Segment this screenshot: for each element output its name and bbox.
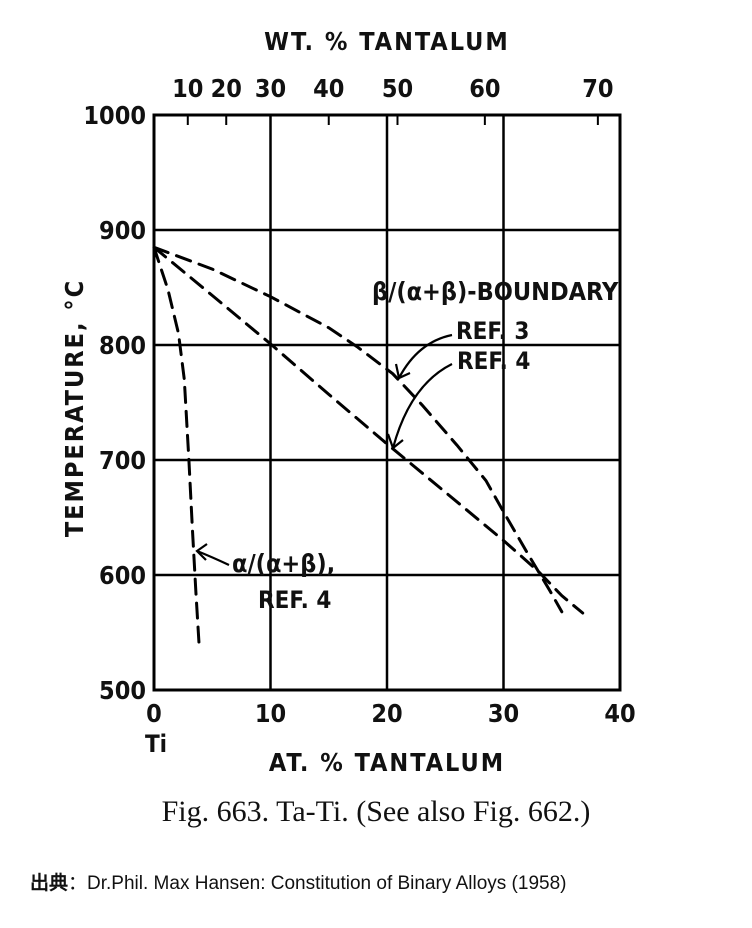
top-tick-label: 30 bbox=[255, 74, 286, 103]
top-tick-label: 60 bbox=[469, 74, 500, 103]
x-tick-label: 0 bbox=[146, 699, 162, 728]
x-zero-label: Ti bbox=[145, 730, 167, 758]
y-tick-label: 1000 bbox=[83, 101, 146, 130]
y-tick-label: 600 bbox=[99, 561, 146, 590]
series-line bbox=[152, 245, 564, 614]
y-axis-title: TEMPERATURE, °C bbox=[60, 279, 89, 537]
phase-diagram-chart: 10 20 30 40 50 60 70 WT. % TANTALUM 500 600 700 800… bbox=[60, 27, 636, 777]
annotation-boundary-label: β/(α+β)-BOUNDARY bbox=[372, 277, 619, 306]
plot-frame bbox=[152, 113, 622, 692]
x-tick-label: 40 bbox=[604, 699, 635, 728]
annotation-alpha-arrow bbox=[196, 549, 230, 566]
series-line bbox=[152, 245, 585, 615]
x-tick-label: 20 bbox=[371, 699, 402, 728]
annotation-alpha-ref-label: REF. 4 bbox=[258, 586, 331, 614]
source-separator: ： bbox=[68, 873, 88, 894]
annotation-ref4-arrow bbox=[391, 363, 453, 449]
series-line bbox=[152, 245, 201, 652]
annotation-ref3-label: REF. 3 bbox=[456, 317, 529, 345]
source-label: 出典 bbox=[30, 873, 69, 894]
y-tick-label: 900 bbox=[99, 216, 146, 245]
source-line: 出典：Dr.Phil. Max Hansen: Constitution of … bbox=[30, 868, 566, 895]
annotation-ref4-label: REF. 4 bbox=[457, 347, 530, 375]
top-tick-label: 40 bbox=[313, 74, 344, 103]
source-text: Dr.Phil. Max Hansen: Constitution of Bin… bbox=[87, 873, 567, 894]
annotation-alpha-label: α/(α+β), bbox=[232, 549, 335, 578]
annotation-ref4-arrow-head bbox=[386, 433, 404, 450]
y-tick-label: 700 bbox=[99, 446, 146, 475]
y-tick-label: 800 bbox=[99, 331, 146, 360]
x-axis-title: AT. % TANTALUM bbox=[269, 748, 505, 777]
x-tick-label: 10 bbox=[255, 699, 286, 728]
top-tick-label: 10 bbox=[172, 74, 203, 103]
top-tick-label: 20 bbox=[211, 74, 242, 103]
annotation-ref3-arrow-head bbox=[394, 363, 411, 380]
top-tick-label: 50 bbox=[382, 74, 413, 103]
annotation-alpha-arrow-head bbox=[195, 543, 208, 561]
y-tick-label: 500 bbox=[99, 676, 146, 705]
top-axis-title: WT. % TANTALUM bbox=[264, 27, 510, 56]
figure-caption: Fig. 663. Ta-Ti. (See also Fig. 662.) bbox=[161, 795, 591, 828]
annotation-ref3-arrow bbox=[398, 333, 453, 379]
x-tick-label: 30 bbox=[488, 699, 519, 728]
top-tick-label: 70 bbox=[582, 74, 613, 103]
